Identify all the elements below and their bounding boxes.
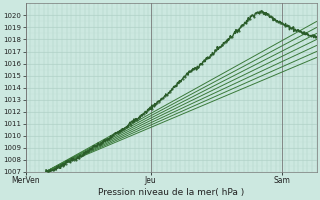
X-axis label: Pression niveau de la mer( hPa ): Pression niveau de la mer( hPa ) — [98, 188, 244, 197]
